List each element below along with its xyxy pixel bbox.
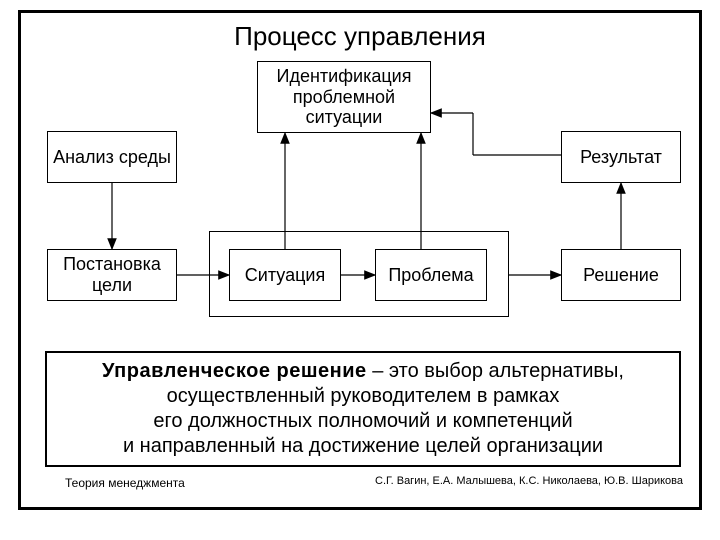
footer-authors: С.Г. Вагин, Е.А. Малышева, К.С. Николаев… — [375, 475, 683, 487]
slide-frame: Процесс управления Идентификацияпроблемн… — [18, 10, 702, 510]
footer-subject: Теория менеджмента — [65, 476, 185, 490]
node-problem: Проблема — [375, 249, 487, 301]
node-analiz: Анализ среды — [47, 131, 177, 183]
definition-box: Управленческое решение – это выбор альте… — [45, 351, 681, 467]
node-ident: Идентификацияпроблемнойситуации — [257, 61, 431, 133]
node-result: Результат — [561, 131, 681, 183]
node-resh: Решение — [561, 249, 681, 301]
node-situac: Ситуация — [229, 249, 341, 301]
page-title: Процесс управления — [21, 21, 699, 52]
definition-term: Управленческое решение — [102, 360, 367, 382]
node-goal: Постановкацели — [47, 249, 177, 301]
